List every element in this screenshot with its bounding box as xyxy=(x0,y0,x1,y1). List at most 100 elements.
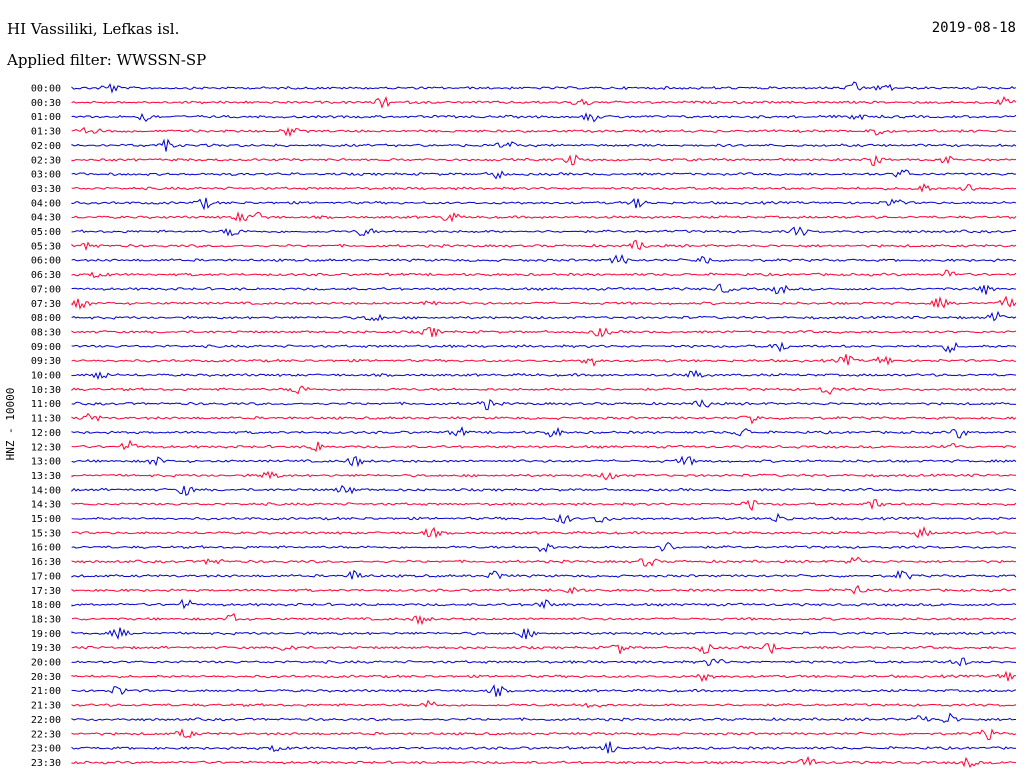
time-tick-label: 08:00 xyxy=(31,313,61,324)
time-tick-label: 09:00 xyxy=(31,342,61,353)
time-tick-label: 14:30 xyxy=(31,500,61,511)
time-tick-label: 06:00 xyxy=(31,256,61,267)
trace-line xyxy=(71,755,1017,768)
trace-line xyxy=(71,81,1017,94)
time-tick-label: 21:30 xyxy=(31,701,61,712)
time-tick-label: 03:00 xyxy=(31,170,61,181)
trace-line xyxy=(71,470,1016,481)
trace-line xyxy=(71,385,1017,396)
trace-line xyxy=(71,657,1017,667)
trace-line xyxy=(71,526,1017,539)
trace-line xyxy=(71,642,1017,655)
trace-line xyxy=(71,612,1017,626)
trace-line xyxy=(71,138,1017,152)
time-tick-label: 10:30 xyxy=(31,385,61,396)
trace-line xyxy=(71,439,1017,452)
time-tick-label: 01:00 xyxy=(31,112,61,123)
trace-line xyxy=(71,455,1017,468)
time-tick-label: 10:00 xyxy=(31,371,61,382)
trace-line xyxy=(71,369,1017,380)
filter-label: Applied filter: WWSSN-SP xyxy=(7,51,207,69)
time-tick-label: 23:30 xyxy=(31,758,61,769)
time-tick-label: 04:00 xyxy=(31,198,61,209)
time-tick-label: 04:30 xyxy=(31,213,61,224)
time-tick-label: 03:30 xyxy=(31,184,61,195)
time-tick-label: 16:00 xyxy=(31,543,61,554)
time-tick-label: 21:00 xyxy=(31,686,61,697)
trace-line xyxy=(71,169,1017,180)
trace-line xyxy=(71,354,1017,368)
time-tick-label: 14:00 xyxy=(31,485,61,496)
time-tick-label: 15:00 xyxy=(31,514,61,525)
time-tick-label: 18:30 xyxy=(31,614,61,625)
trace-line xyxy=(71,253,1017,265)
time-tick-label: 08:30 xyxy=(31,327,61,338)
trace-line xyxy=(71,341,1017,354)
time-tick-label: 12:30 xyxy=(31,442,61,453)
trace-line xyxy=(71,269,1017,279)
trace-line xyxy=(71,684,1017,697)
trace-line xyxy=(71,627,1017,640)
time-tick-label: 23:00 xyxy=(31,744,61,755)
trace-line xyxy=(71,584,1017,595)
time-tick-label: 15:30 xyxy=(31,528,61,539)
trace-line xyxy=(71,210,1017,223)
trace-line xyxy=(71,484,1016,496)
trace-line xyxy=(71,728,1017,741)
trace-line xyxy=(71,197,1017,211)
trace-line xyxy=(71,295,1017,310)
time-tick-label: 02:00 xyxy=(31,141,61,152)
time-tick-label: 11:00 xyxy=(31,399,61,410)
time-tick-label: 07:30 xyxy=(31,299,61,310)
trace-line xyxy=(71,699,1017,709)
trace-line xyxy=(71,239,1017,252)
time-tick-label: 07:00 xyxy=(31,284,61,295)
trace-line xyxy=(71,426,1017,439)
trace-line xyxy=(71,398,1017,411)
trace-line xyxy=(71,310,1017,322)
trace-line xyxy=(71,569,1017,580)
trace-line xyxy=(71,412,1017,425)
trace-line xyxy=(71,182,1017,193)
time-tick-label: 22:00 xyxy=(31,715,61,726)
trace-line xyxy=(71,712,1016,723)
trace-line xyxy=(71,154,1017,167)
station-title: HI Vassiliki, Lefkas isl. xyxy=(7,20,180,38)
time-tick-label: 02:30 xyxy=(31,155,61,166)
trace-line xyxy=(71,283,1017,295)
time-tick-label: 17:30 xyxy=(31,586,61,597)
trace-line xyxy=(71,126,1017,138)
trace-line xyxy=(71,498,1017,512)
trace-line xyxy=(71,326,1017,338)
time-tick-label: 05:30 xyxy=(31,241,61,252)
trace-line xyxy=(71,512,1017,524)
time-tick-label: 00:00 xyxy=(31,84,61,95)
trace-line xyxy=(71,226,1017,237)
trace-line xyxy=(71,112,1017,123)
time-tick-label: 09:30 xyxy=(31,356,61,367)
time-tick-label: 11:30 xyxy=(31,414,61,425)
time-tick-label: 01:30 xyxy=(31,127,61,138)
time-tick-label: 12:00 xyxy=(31,428,61,439)
time-tick-label: 19:00 xyxy=(31,629,61,640)
time-tick-label: 19:30 xyxy=(31,643,61,654)
time-tick-label: 22:30 xyxy=(31,729,61,740)
time-tick-label: 05:00 xyxy=(31,227,61,238)
time-tick-label: 17:00 xyxy=(31,571,61,582)
trace-line xyxy=(71,541,1016,553)
trace-line xyxy=(71,556,1017,567)
time-tick-label: 13:30 xyxy=(31,471,61,482)
time-tick-label: 18:00 xyxy=(31,600,61,611)
time-tick-label: 16:30 xyxy=(31,557,61,568)
trace-line xyxy=(71,96,1017,109)
trace-line xyxy=(71,598,1017,610)
trace-line xyxy=(71,741,1017,754)
time-tick-label: 20:00 xyxy=(31,658,61,669)
time-tick-label: 13:00 xyxy=(31,457,61,468)
trace-line xyxy=(71,670,1017,683)
time-tick-label: 06:30 xyxy=(31,270,61,281)
time-tick-label: 20:30 xyxy=(31,672,61,683)
date-label: 2019-08-18 xyxy=(931,20,1016,36)
